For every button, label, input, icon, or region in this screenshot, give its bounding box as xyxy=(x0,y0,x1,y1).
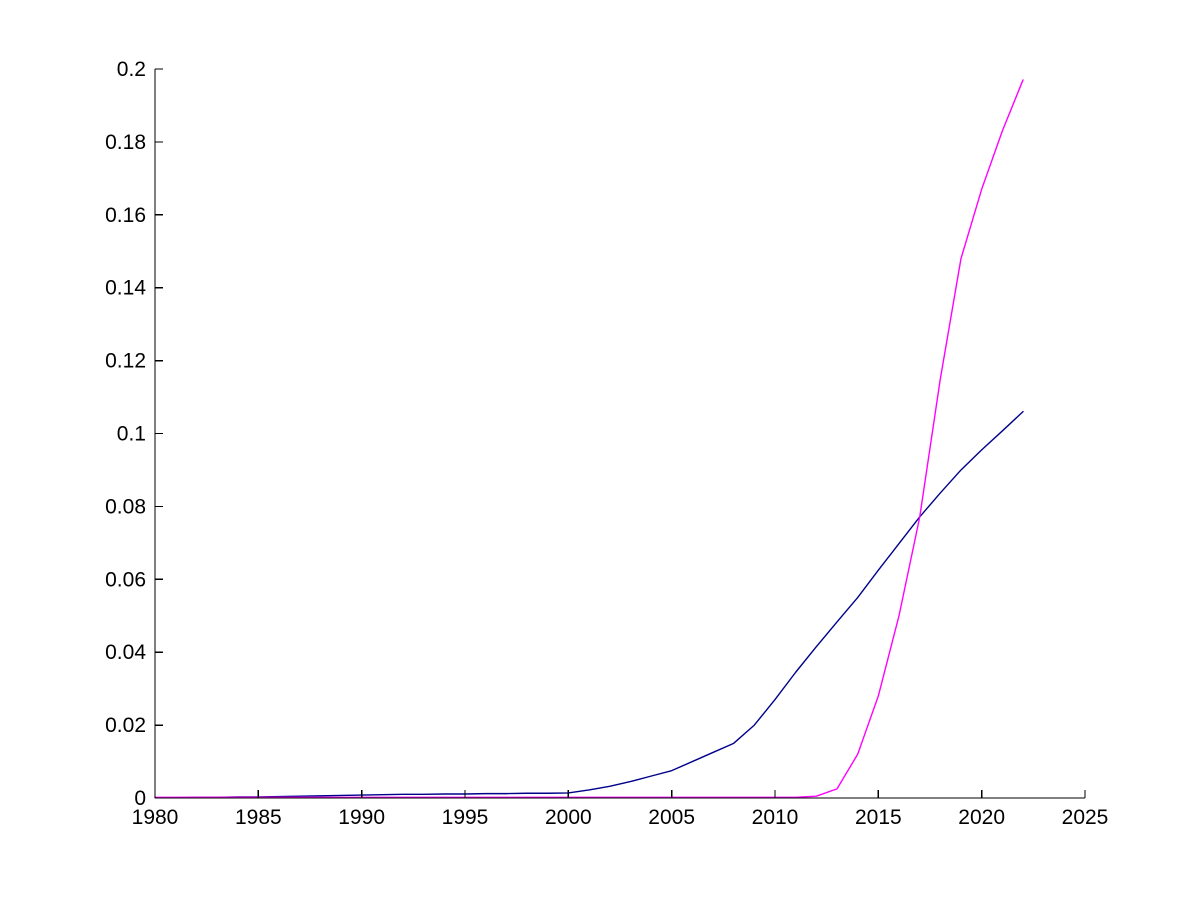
y-tick-label: 0 xyxy=(134,787,146,810)
series-magenta-line xyxy=(154,79,1024,798)
y-tick-label: 0.14 xyxy=(105,277,146,300)
y-tick-label: 0.04 xyxy=(105,641,146,664)
y-tick-label: 0.18 xyxy=(105,131,146,154)
x-tick-label: 1990 xyxy=(338,806,385,829)
x-tick-label: 2010 xyxy=(752,806,799,829)
x-tick-label: 2000 xyxy=(545,806,592,829)
series-dark-blue-line xyxy=(154,410,1024,799)
y-tick-label: 0.02 xyxy=(105,714,146,737)
y-tick-label: 0.06 xyxy=(105,568,146,591)
x-tick-label: 1980 xyxy=(132,806,179,829)
x-tick-label: 2005 xyxy=(648,806,695,829)
x-tick-label: 1985 xyxy=(235,806,282,829)
y-tick-label: 0.08 xyxy=(105,495,146,518)
y-tick-label: 0.12 xyxy=(105,350,146,373)
x-tick-label: 2015 xyxy=(855,806,902,829)
x-tick-label: 2025 xyxy=(1062,806,1109,829)
y-tick-label: 0.2 xyxy=(117,58,146,81)
y-tick-label: 0.16 xyxy=(105,204,146,227)
y-tick-label: 0.1 xyxy=(117,423,146,446)
x-tick-label: 2020 xyxy=(958,806,1005,829)
x-tick-label: 1995 xyxy=(442,806,489,829)
